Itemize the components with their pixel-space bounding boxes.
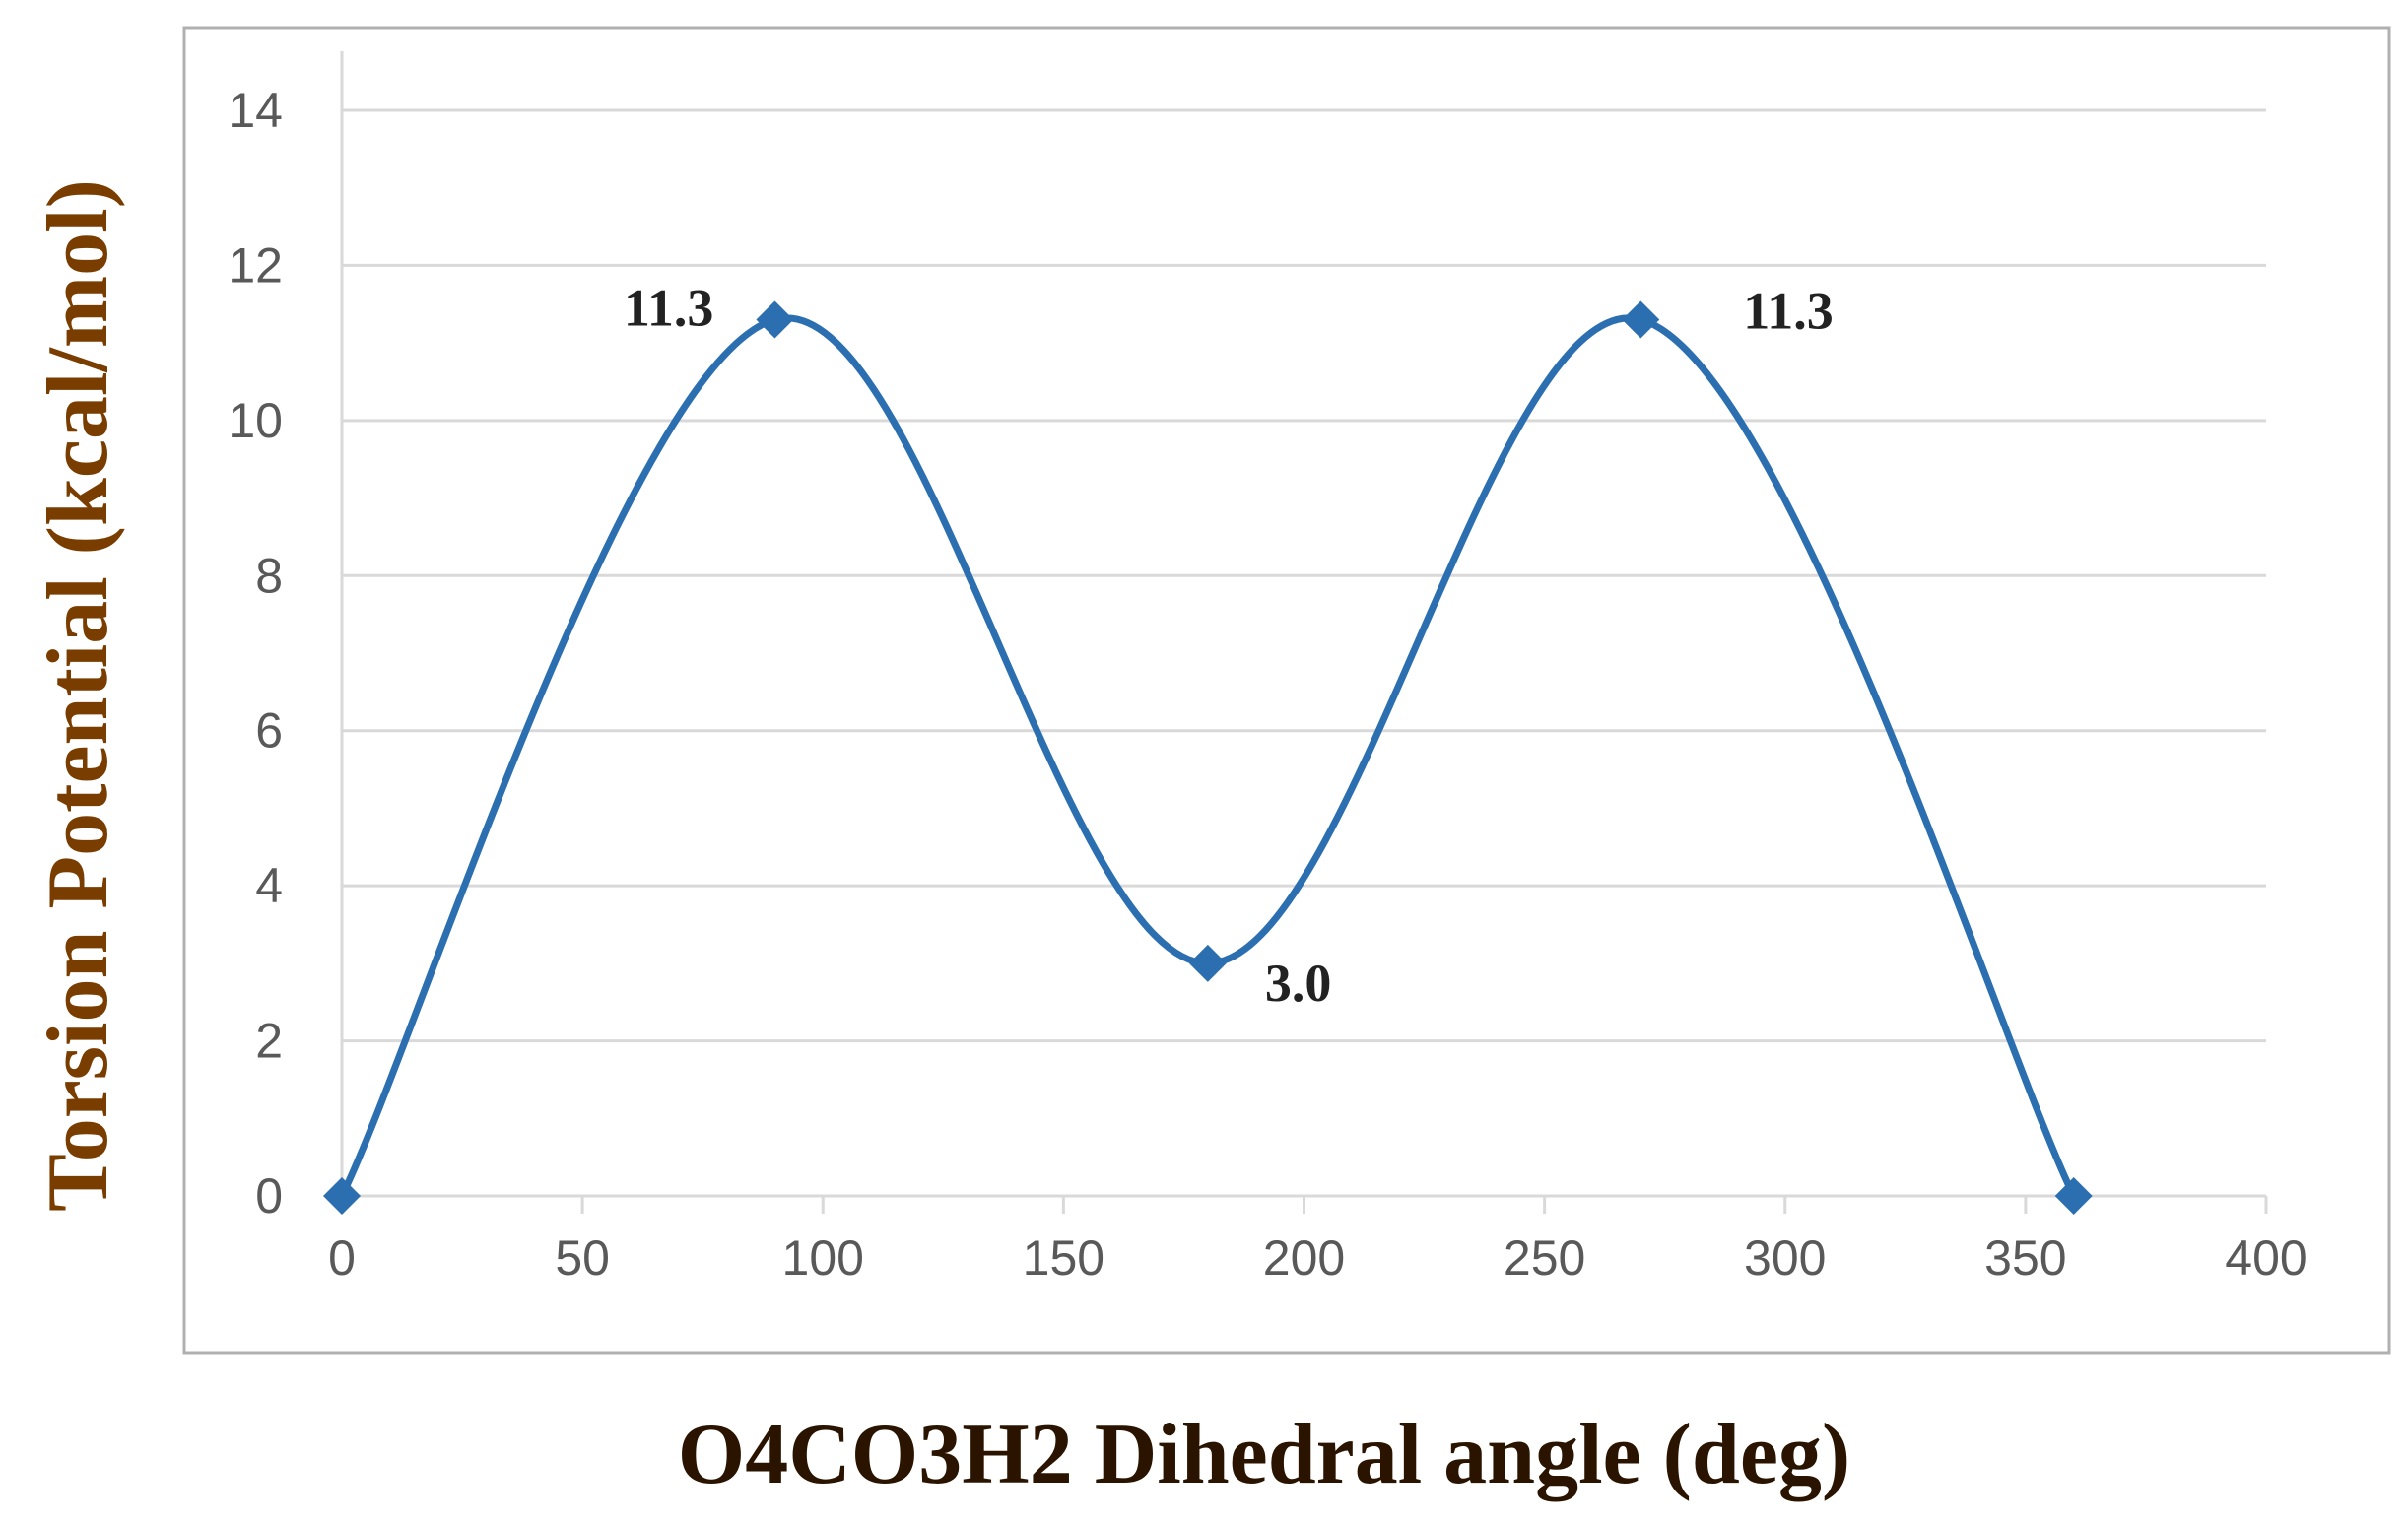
y-tick-label-2: 2	[255, 1014, 283, 1069]
x-tick-labels: 0 50 100 150 200 250 300 350 400	[328, 1230, 2308, 1286]
data-point-270	[1622, 300, 1660, 339]
x-tick-label-250: 250	[1504, 1230, 1585, 1286]
x-tick-label-300: 300	[1744, 1230, 1826, 1286]
y-tick-label-8: 8	[255, 548, 283, 603]
x-tick-label-400: 400	[2225, 1230, 2307, 1286]
x-tick-label-150: 150	[1023, 1230, 1104, 1286]
x-tick-label-200: 200	[1263, 1230, 1345, 1286]
y-tick-label-6: 6	[255, 703, 283, 759]
data-label-90: 11.3	[624, 279, 714, 338]
data-point-90	[756, 300, 794, 339]
x-tick-label-350: 350	[1984, 1230, 2066, 1286]
y-tick-label-10: 10	[228, 393, 283, 448]
x-tick-label-50: 50	[555, 1230, 610, 1286]
data-label-270: 11.3	[1743, 282, 1834, 341]
data-annotations: 11.3 3.0 11.3	[624, 279, 1834, 1013]
y-tick-label-14: 14	[228, 83, 283, 138]
grid-lines	[342, 108, 2266, 1043]
chart-frame	[182, 26, 2391, 1355]
series-layer	[323, 300, 2093, 1215]
y-tick-labels: 0 2 4 6 8 10 12 14	[228, 83, 283, 1224]
y-axis-label: Torsion Potential (kcal/mol)	[31, 179, 126, 1212]
data-point-180	[1188, 944, 1227, 982]
y-tick-label-4: 4	[255, 858, 283, 913]
data-label-180: 3.0	[1265, 954, 1332, 1013]
data-point-0	[323, 1177, 361, 1215]
x-axis-label: O4CO3H2 Dihedral angle (deg)	[678, 1407, 1850, 1502]
x-tick-label-0: 0	[328, 1230, 356, 1286]
y-tick-label-12: 12	[228, 237, 283, 293]
data-point-360	[2054, 1177, 2093, 1215]
y-tick-label-0: 0	[255, 1168, 283, 1224]
x-tick-label-100: 100	[782, 1230, 864, 1286]
